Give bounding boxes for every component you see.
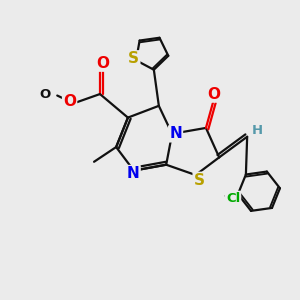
Text: O: O xyxy=(96,56,110,70)
Text: N: N xyxy=(127,166,140,181)
Text: S: S xyxy=(128,51,139,66)
Text: S: S xyxy=(194,173,205,188)
Text: O: O xyxy=(40,88,51,101)
Text: O: O xyxy=(63,94,76,109)
Text: O: O xyxy=(207,87,220,102)
Text: Cl: Cl xyxy=(226,192,240,205)
Text: H: H xyxy=(251,124,262,137)
Text: N: N xyxy=(169,126,182,141)
